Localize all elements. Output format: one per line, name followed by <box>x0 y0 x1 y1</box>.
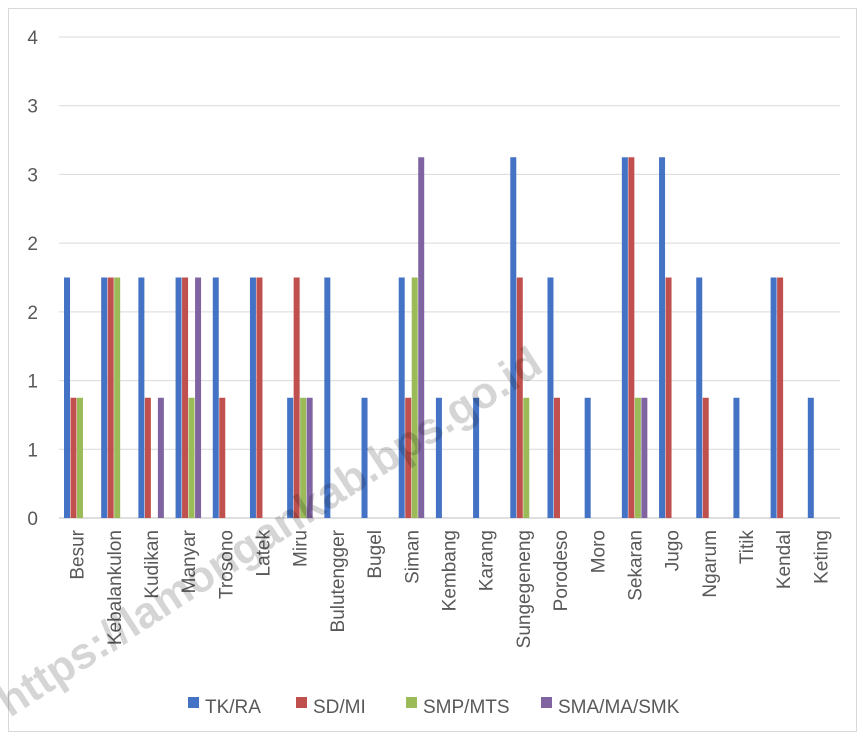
x-tick-label: Sekaran <box>625 530 646 601</box>
legend-label: SMP/MTS <box>423 697 510 718</box>
bar-tk-ra <box>547 277 554 518</box>
bar-sma-ma-smk <box>641 397 648 518</box>
x-axis-category-labels: Besur Kebalankulon Kudikan Manyar Trosono Lat… <box>68 529 833 648</box>
bar-smp-mts <box>77 397 83 518</box>
bar-sd-mi <box>777 277 784 518</box>
bar-sd-mi <box>256 277 263 518</box>
x-tick-label: Sungegeneng <box>514 530 535 648</box>
x-tick-label: Besur <box>68 529 89 579</box>
legend-label: TK/RA <box>205 697 261 718</box>
bar-tk-ra <box>175 277 182 518</box>
bar-tk-ra <box>249 277 256 518</box>
bar-sma-ma-smk <box>306 397 313 518</box>
bar-tk-ra <box>64 277 70 518</box>
legend-swatch <box>541 697 552 708</box>
bar-tk-ra <box>138 277 145 518</box>
bar-sd-mi <box>293 277 300 518</box>
y-tick-label: 3 <box>27 165 38 186</box>
bar-tk-ra <box>733 397 740 518</box>
x-tick-label: Jugo <box>663 530 684 571</box>
bar-tk-ra <box>398 277 405 518</box>
x-tick-label: Latek <box>254 530 275 577</box>
y-tick-label: 3 <box>27 97 38 118</box>
x-tick-label: Kebalankulon <box>105 530 126 645</box>
x-tick-label: Kudikan <box>142 530 163 599</box>
bar-smp-mts <box>114 277 121 518</box>
x-tick-label: Trosono <box>216 530 237 599</box>
bar-tk-ra <box>101 277 108 518</box>
bar-tk-ra <box>287 397 294 518</box>
legend-swatch <box>406 697 417 708</box>
bar-tk-ra <box>621 157 628 518</box>
y-tick-label: 4 <box>27 28 38 49</box>
bar-tk-ra <box>510 157 517 518</box>
x-tick-label: Ngarum <box>700 530 721 598</box>
bar-tk-ra <box>361 397 368 518</box>
bar-tk-ra <box>584 397 591 518</box>
bar-tk-ra <box>435 397 442 518</box>
bar-tk-ra <box>473 397 480 518</box>
chart-frame <box>8 8 857 732</box>
bar-sd-mi <box>516 277 523 518</box>
x-tick-label: Bugel <box>365 530 386 579</box>
bar-tk-ra <box>807 397 814 518</box>
x-tick-label: Bulutengger <box>328 529 349 632</box>
y-tick-label: 2 <box>27 234 38 255</box>
bar-tk-ra <box>212 277 219 518</box>
bar-sd-mi <box>628 157 635 518</box>
y-tick-label: 0 <box>27 509 38 530</box>
bar-tk-ra <box>770 277 777 518</box>
y-axis-tick-labels: 0 1 1 2 2 3 3 4 <box>27 28 38 530</box>
x-tick-label: Karang <box>477 530 498 591</box>
bar-sd-mi <box>70 397 77 518</box>
bar-sd-mi <box>144 397 151 518</box>
legend-swatch <box>296 697 307 708</box>
bar-sma-ma-smk <box>418 157 425 518</box>
bar-smp-mts <box>411 277 418 518</box>
legend-swatch <box>188 697 199 708</box>
x-tick-label: Keting <box>811 530 832 584</box>
x-tick-label: Manyar <box>179 529 200 593</box>
bar-marks <box>64 157 814 518</box>
bar-smp-mts <box>523 397 530 518</box>
bar-smp-mts <box>634 397 641 518</box>
bar-sma-ma-smk <box>157 397 164 518</box>
legend-label: SMA/MA/SMK <box>558 697 680 718</box>
bar-smp-mts <box>188 397 195 518</box>
y-tick-label: 1 <box>27 372 38 393</box>
bar-sd-mi <box>702 397 709 518</box>
y-tick-label: 1 <box>27 440 38 461</box>
bar-tk-ra <box>696 277 703 518</box>
bar-sma-ma-smk <box>195 277 202 518</box>
bar-sd-mi <box>405 397 412 518</box>
x-tick-label: Miru <box>291 530 312 567</box>
bar-sd-mi <box>219 397 226 518</box>
x-tick-label: Titik <box>737 530 758 565</box>
x-tick-label: Porodeso <box>551 530 572 611</box>
bar-sd-mi <box>665 277 672 518</box>
y-tick-label: 2 <box>27 303 38 324</box>
bar-sd-mi <box>107 277 114 518</box>
bar-tk-ra <box>324 277 331 518</box>
legend-label: SD/MI <box>313 697 366 718</box>
x-tick-label: Kendal <box>774 530 795 589</box>
bar-sd-mi <box>553 397 560 518</box>
bar-sd-mi <box>182 277 189 518</box>
x-tick-label: Siman <box>402 530 423 584</box>
x-tick-label: Kembang <box>440 530 461 611</box>
bar-tk-ra <box>659 157 666 518</box>
legend: TK/RA SD/MI SMP/MTS SMA/MA/SMK <box>188 697 680 718</box>
bar-smp-mts <box>300 397 307 518</box>
x-tick-label: Moro <box>588 530 609 573</box>
